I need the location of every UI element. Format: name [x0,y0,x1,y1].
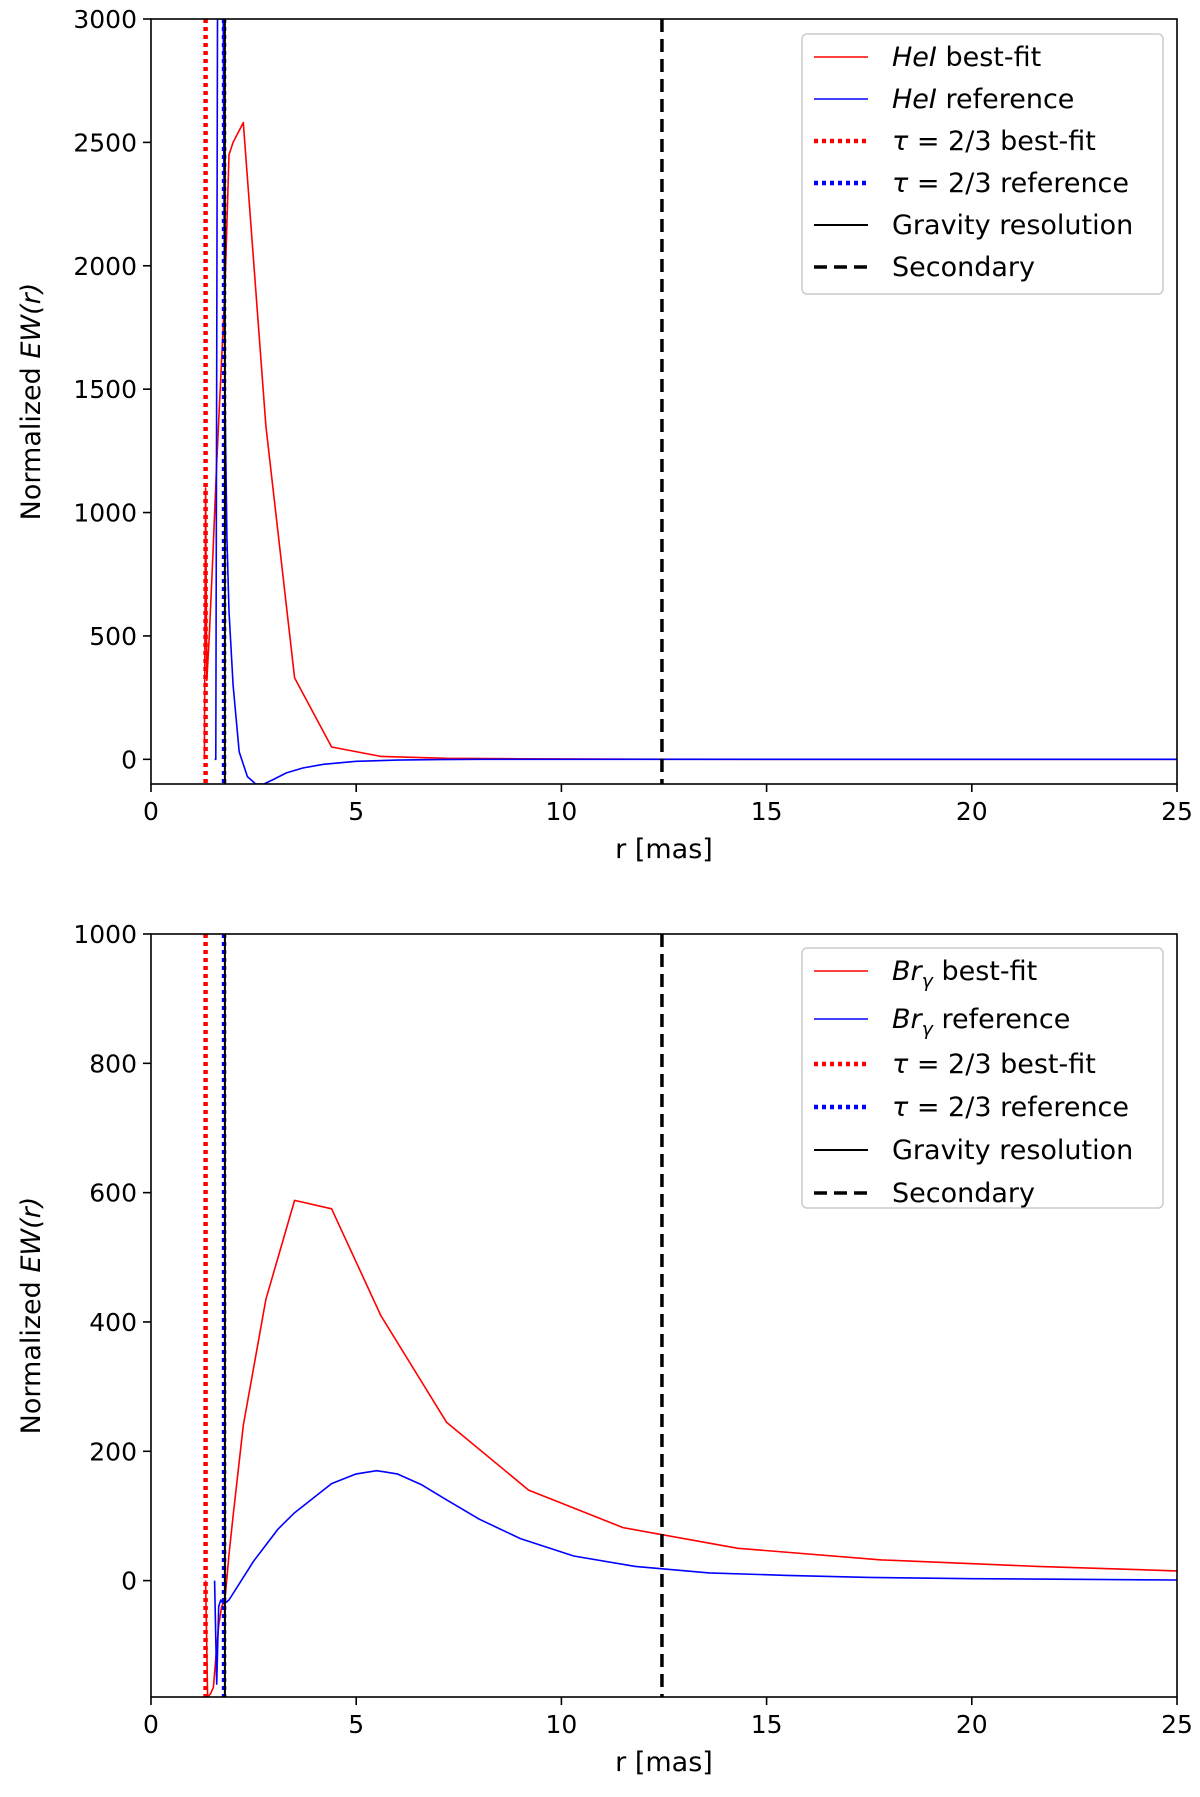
legend-entry-subscript: γ [922,1018,935,1040]
series-line-br-best-fit [204,1199,1177,1697]
series-line-hei-reference [214,19,1177,784]
legend-entry: Gravity resolution [892,210,1133,241]
legend-entry: Brγ reference [892,1004,1070,1040]
y-tick-label: 1000 [73,499,137,528]
y-axis-label-math: EW(r) [16,283,47,359]
x-axis-label: r [mas] [615,1747,713,1778]
y-tick-label: 2500 [73,128,137,157]
legend-entry-text: = 2/3 reference [908,1092,1129,1123]
x-tick-label: 20 [956,1710,988,1739]
legend-entry-math: τ [892,168,909,199]
x-axis-label: r [mas] [615,834,713,865]
legend-entry: Gravity resolution [892,1135,1133,1166]
legend-entry: τ = 2/3 best-fit [892,1049,1096,1080]
legend-entry-text: Secondary [892,1178,1035,1209]
y-axis-label-prefix: Normalized [16,359,47,521]
x-tick-label: 25 [1161,797,1193,826]
x-tick-label: 0 [143,797,159,826]
legend-entry-math: HeI [892,42,937,73]
x-tick-label: 15 [751,797,783,826]
y-tick-label: 0 [121,745,137,774]
legend-entry-math: Br [892,956,924,987]
legend-entry: τ = 2/3 reference [892,1092,1129,1123]
plot-frame [150,933,1178,1698]
y-tick-label: 400 [89,1308,137,1337]
y-axis-label: Normalized EW(r) [16,1197,47,1435]
y-tick-label: 1500 [73,375,137,404]
legend-entry: τ = 2/3 reference [892,168,1129,199]
y-tick-label: 500 [89,622,137,651]
legend-entry-math: τ [892,1092,909,1123]
legend-entry-text: reference [937,84,1075,115]
legend-entry-math: HeI [892,84,937,115]
brgamma-panel: 0 5 10 15 20 25 0 200 400 600 800 1000 r [mas] Normal… [16,920,1193,1778]
y-tick-label: 600 [89,1179,137,1208]
legend-entry-math: τ [892,1049,909,1080]
legend-entry-text: = 2/3 reference [908,168,1129,199]
x-tick-label: 15 [751,1710,783,1739]
x-tick-label: 5 [348,1710,364,1739]
legend-entry-text: best-fit [937,42,1041,73]
legend-entry-text: Secondary [892,252,1035,283]
x-tick-label: 5 [348,797,364,826]
x-tick-label: 10 [545,1710,577,1739]
legend-entry: HeI reference [892,84,1074,115]
series-line-br-reference [213,1469,1177,1685]
legend-entry: HeI best-fit [892,42,1041,73]
y-axis-label-prefix: Normalized [16,1273,47,1435]
legend-entry: Secondary [892,1178,1035,1209]
legend-entry: τ = 2/3 best-fit [892,126,1096,157]
legend-box [801,947,1164,1209]
legend-entry-text: reference [933,1004,1071,1035]
y-tick-label: 3000 [73,5,137,34]
legend-entry-text: Gravity resolution [892,210,1133,241]
x-tick-label: 10 [545,797,577,826]
y-tick-label: 200 [89,1437,137,1466]
legend-entry-text: = 2/3 best-fit [908,126,1096,157]
y-axis-label: Normalized EW(r) [16,283,47,521]
x-tick-label: 0 [143,1710,159,1739]
plot-area [203,19,1177,784]
y-tick-label: 0 [121,1567,137,1596]
legend-entry-math: τ [892,126,909,157]
plot-frame [150,18,1178,785]
hei-panel: 0 5 10 15 20 25 0 500 1000 1500 2000 2500 3000 r [mas… [16,5,1193,865]
x-tick-label: 25 [1161,1710,1193,1739]
plot-area [203,934,1177,1697]
legend-entry-subscript: γ [922,970,935,992]
legend-entry: Brγ best-fit [892,956,1037,992]
y-tick-label: 2000 [73,252,137,281]
legend-entry-text: Gravity resolution [892,1135,1133,1166]
legend-box [801,33,1164,295]
y-axis-label-math: EW(r) [16,1197,47,1273]
legend-entry-text: best-fit [933,956,1037,987]
y-tick-label: 800 [89,1049,137,1078]
legend-entry-math: Br [892,1004,924,1035]
legend-entry: Secondary [892,252,1035,283]
y-tick-label: 1000 [73,920,137,949]
legend-entry-text: = 2/3 best-fit [908,1049,1096,1080]
x-tick-label: 20 [956,797,988,826]
